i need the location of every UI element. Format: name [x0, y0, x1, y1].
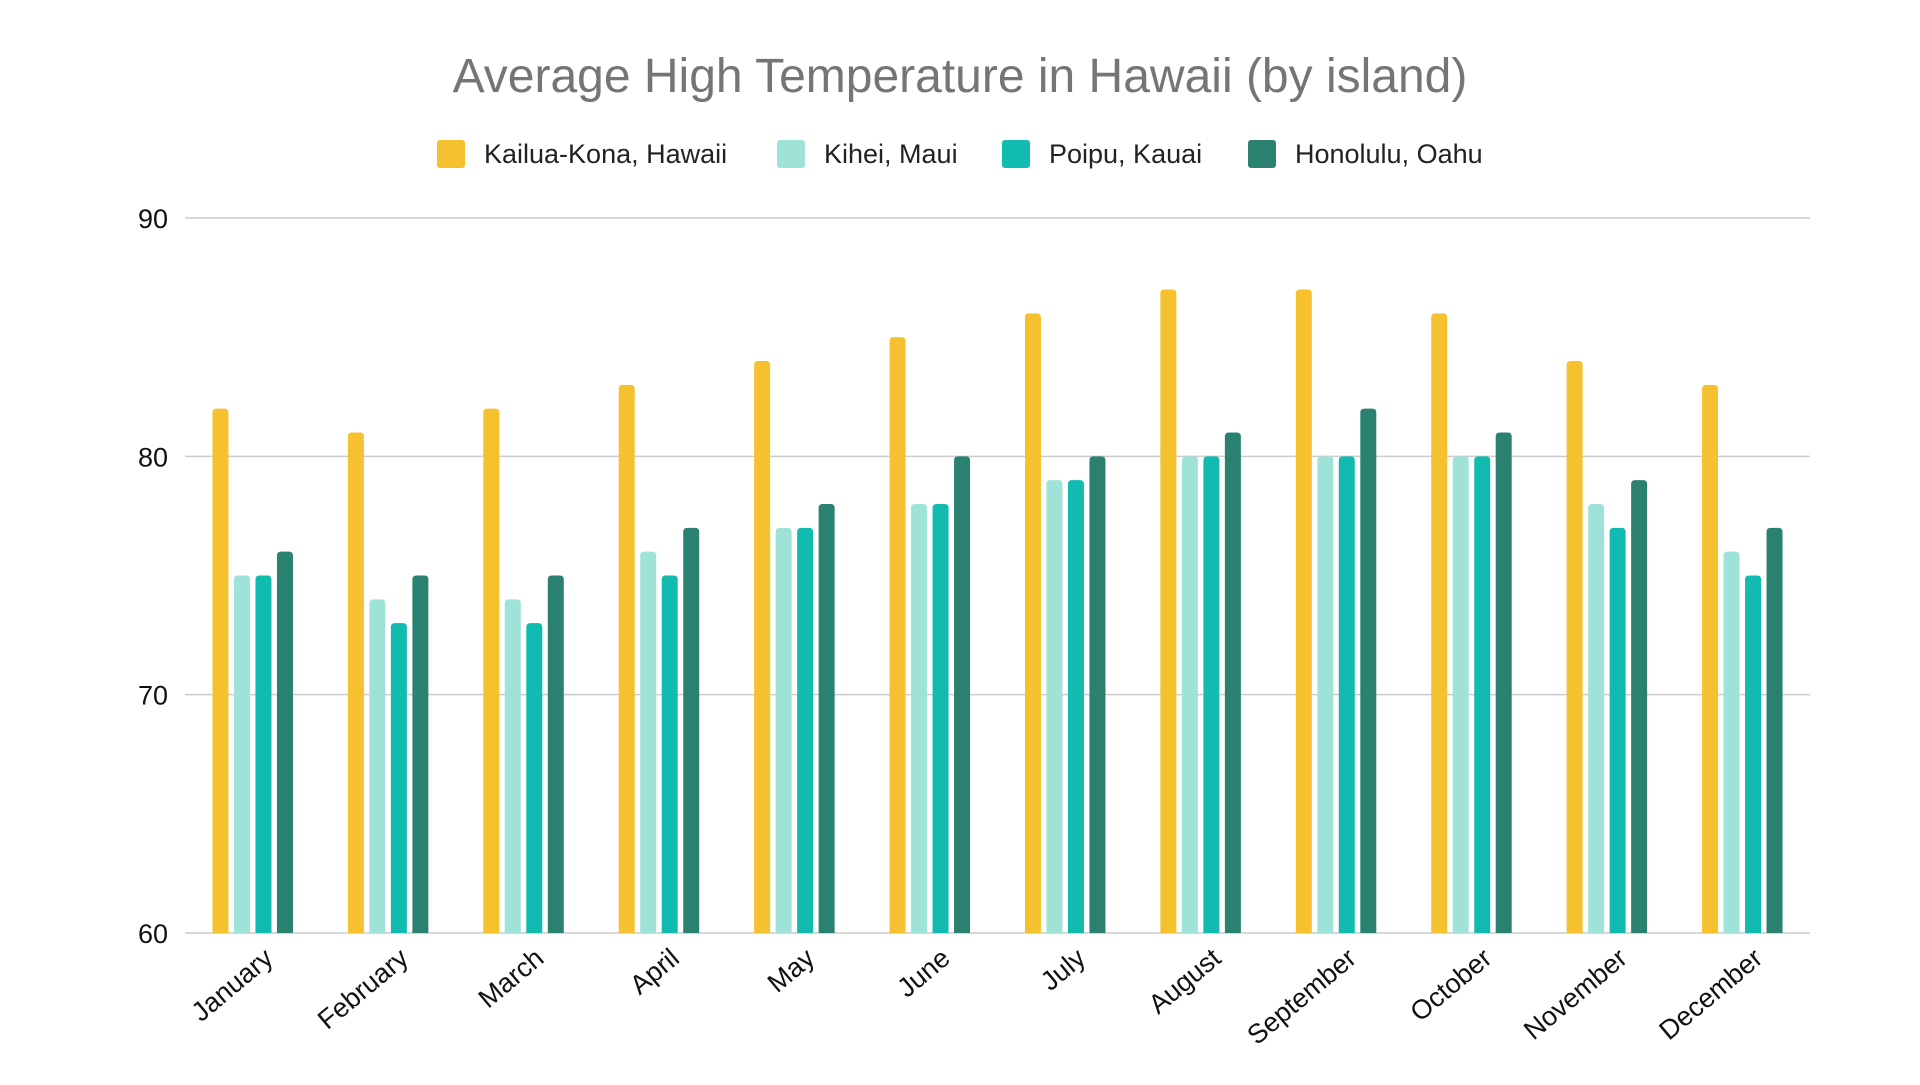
bar-may-series-2 [775, 527, 792, 933]
bar-december-series-4 [1766, 527, 1783, 933]
bars [212, 289, 1783, 934]
legend-swatch [437, 140, 465, 168]
legend-label: Kailua-Kona, Hawaii [484, 139, 727, 169]
bar-april-series-4 [683, 527, 700, 933]
y-tick-label: 60 [138, 919, 168, 949]
bar-march-series-3 [526, 623, 543, 933]
bar-may-series-1 [754, 361, 771, 933]
bar-august-series-3 [1203, 456, 1220, 933]
x-tick-label: February [312, 942, 414, 1035]
y-axis: 60 70 80 90 [138, 204, 168, 949]
bar-april-series-2 [640, 551, 657, 933]
bar-september-series-1 [1295, 289, 1312, 933]
bar-february-series-1 [347, 432, 364, 933]
bar-may-series-4 [818, 504, 835, 933]
bar-october-series-3 [1474, 456, 1491, 933]
legend-item: Kihei, Maui [777, 139, 958, 169]
bar-november-series-3 [1609, 527, 1626, 933]
gridlines [185, 217, 1810, 934]
bar-march-series-4 [547, 575, 564, 933]
legend-item: Honolulu, Oahu [1248, 139, 1483, 169]
bar-march-series-2 [504, 599, 521, 933]
bar-july-series-2 [1046, 480, 1063, 933]
legend-item: Kailua-Kona, Hawaii [437, 139, 727, 169]
bar-july-series-1 [1024, 313, 1041, 933]
bar-august-series-2 [1181, 456, 1198, 933]
bar-september-series-4 [1360, 408, 1377, 934]
bar-january-series-1 [212, 408, 229, 934]
x-tick-label: May [762, 942, 821, 998]
bar-february-series-3 [390, 623, 407, 933]
x-tick-label: April [624, 943, 685, 1001]
bar-september-series-2 [1317, 456, 1334, 933]
bar-october-series-1 [1431, 313, 1448, 933]
x-tick-label: March [473, 943, 550, 1014]
bar-june-series-3 [932, 504, 949, 933]
legend-swatch [1248, 140, 1276, 168]
bar-november-series-1 [1566, 361, 1583, 933]
legend-label: Poipu, Kauai [1049, 139, 1202, 169]
x-tick-label: September [1241, 943, 1361, 1051]
bar-june-series-1 [889, 337, 906, 934]
bar-november-series-2 [1588, 504, 1605, 933]
y-tick-label: 70 [138, 681, 168, 711]
bar-june-series-2 [911, 504, 928, 933]
chart-title: Average High Temperature in Hawaii (by i… [453, 50, 1468, 103]
bar-april-series-3 [661, 575, 678, 933]
bar-august-series-1 [1160, 289, 1177, 933]
bar-june-series-4 [954, 456, 971, 933]
x-tick-label: August [1143, 942, 1227, 1019]
legend-swatch [777, 140, 805, 168]
bar-december-series-3 [1745, 575, 1762, 933]
x-tick-label: November [1518, 943, 1633, 1046]
x-axis: January February March April May June July Augu… [186, 942, 1768, 1050]
bar-july-series-3 [1067, 480, 1084, 933]
legend-label: Kihei, Maui [824, 139, 958, 169]
bar-march-series-1 [483, 408, 500, 934]
bar-july-series-4 [1089, 456, 1106, 933]
bar-september-series-3 [1338, 456, 1355, 933]
x-tick-label: October [1404, 943, 1497, 1028]
bar-january-series-2 [233, 575, 250, 933]
bar-december-series-2 [1723, 551, 1740, 933]
bar-december-series-1 [1702, 384, 1719, 933]
legend-label: Honolulu, Oahu [1295, 139, 1483, 169]
y-tick-label: 90 [138, 204, 168, 234]
bar-january-series-4 [276, 551, 293, 933]
legend-item: Poipu, Kauai [1002, 139, 1202, 169]
bar-october-series-2 [1452, 456, 1469, 933]
x-tick-label: June [892, 943, 956, 1004]
bar-august-series-4 [1224, 432, 1241, 933]
x-tick-label: January [186, 942, 279, 1027]
x-tick-label: July [1035, 942, 1091, 996]
bar-february-series-4 [412, 575, 429, 933]
bar-april-series-1 [618, 384, 635, 933]
y-tick-label: 80 [138, 442, 168, 472]
legend-swatch [1002, 140, 1030, 168]
bar-january-series-3 [255, 575, 272, 933]
bar-october-series-4 [1495, 432, 1512, 933]
legend: Kailua-Kona, Hawaii Kihei, Maui Poipu, Kau… [437, 139, 1483, 169]
bar-november-series-4 [1631, 480, 1648, 933]
x-tick-label: December [1653, 943, 1768, 1046]
bar-may-series-3 [797, 527, 814, 933]
bar-february-series-2 [369, 599, 386, 933]
